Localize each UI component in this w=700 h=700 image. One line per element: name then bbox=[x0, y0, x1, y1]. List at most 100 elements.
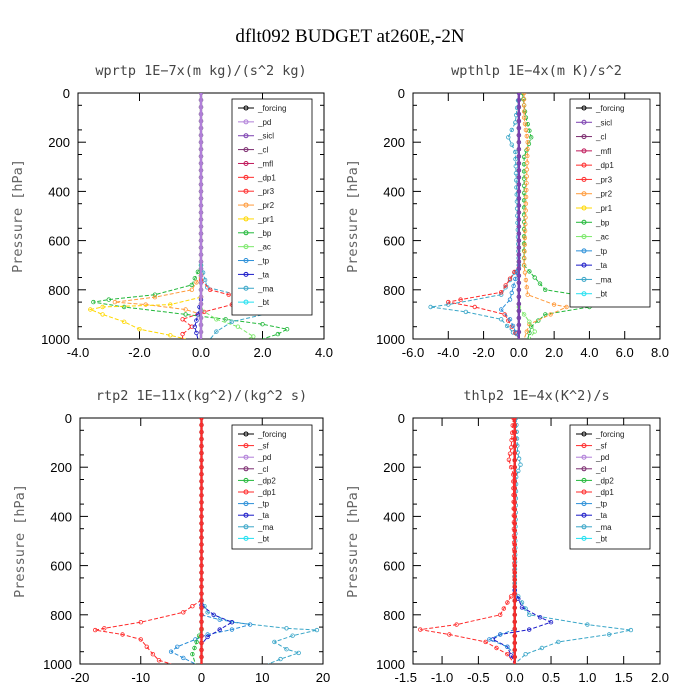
series-marker bbox=[190, 604, 195, 609]
x-tick-label: 4.0 bbox=[315, 345, 333, 360]
series-marker bbox=[551, 302, 557, 307]
series-marker bbox=[512, 479, 517, 484]
legend-label: _ac bbox=[595, 233, 609, 242]
series-line-ta bbox=[194, 299, 202, 339]
series-marker bbox=[192, 276, 197, 281]
series-marker bbox=[516, 294, 522, 299]
series-marker bbox=[521, 183, 527, 188]
series-marker bbox=[189, 324, 194, 329]
series-marker bbox=[198, 259, 204, 264]
series-marker bbox=[150, 652, 156, 657]
series-marker bbox=[183, 307, 188, 312]
series-marker bbox=[229, 319, 234, 324]
series-marker bbox=[198, 93, 204, 96]
legend-label: _dp1 bbox=[595, 488, 614, 497]
series-marker bbox=[199, 633, 204, 639]
y-tick-label: 400 bbox=[383, 509, 405, 524]
x-tick-label: 2.0 bbox=[253, 345, 271, 360]
legend-marker bbox=[243, 524, 249, 530]
legend-label: _ma bbox=[595, 523, 612, 532]
series-line-ma bbox=[430, 93, 520, 339]
series-marker bbox=[199, 521, 204, 526]
x-tick-label: -1.5 bbox=[395, 670, 417, 685]
series-marker bbox=[199, 598, 204, 603]
series-marker bbox=[525, 139, 530, 145]
series-marker bbox=[516, 231, 522, 236]
series-marker bbox=[516, 224, 522, 229]
series-marker bbox=[512, 584, 517, 589]
legend-marker bbox=[243, 160, 249, 166]
series-marker bbox=[509, 127, 514, 133]
series-marker bbox=[88, 307, 93, 312]
legend-label: _pd bbox=[257, 118, 271, 127]
series-marker bbox=[199, 486, 204, 491]
series-marker bbox=[513, 163, 518, 169]
legend-marker bbox=[243, 105, 249, 111]
series-marker bbox=[180, 331, 185, 337]
series-marker bbox=[523, 277, 529, 283]
legend-label: _ac bbox=[257, 243, 271, 252]
legend-marker bbox=[243, 501, 249, 507]
series-marker bbox=[513, 171, 519, 176]
series-marker bbox=[516, 259, 522, 264]
series-marker bbox=[521, 263, 527, 268]
y-tick-label: 800 bbox=[50, 608, 72, 623]
series-marker bbox=[512, 422, 517, 428]
series-marker bbox=[100, 312, 105, 317]
series-marker bbox=[521, 190, 527, 196]
series-marker bbox=[512, 619, 517, 624]
series-marker bbox=[199, 507, 204, 512]
legend-marker bbox=[243, 147, 249, 153]
series-marker bbox=[512, 577, 517, 582]
legend-label: _pd bbox=[257, 453, 271, 462]
series-marker bbox=[199, 458, 204, 463]
series-marker bbox=[521, 312, 527, 317]
legend-label: _ta bbox=[257, 511, 270, 520]
series-marker bbox=[120, 632, 125, 637]
y-tick-label: 600 bbox=[50, 559, 72, 574]
series-marker bbox=[523, 208, 528, 213]
series-marker bbox=[527, 319, 532, 324]
series-marker bbox=[198, 125, 204, 131]
series-marker bbox=[512, 563, 517, 568]
series-marker bbox=[502, 312, 507, 317]
series-marker bbox=[507, 451, 513, 456]
series-marker bbox=[522, 228, 528, 234]
series-marker bbox=[198, 301, 204, 307]
series-marker bbox=[100, 304, 105, 310]
series-marker bbox=[512, 472, 517, 477]
y-tick-label: 0 bbox=[65, 411, 72, 426]
series-marker bbox=[510, 323, 516, 329]
legend-label: _ma bbox=[257, 284, 274, 293]
series-marker bbox=[152, 295, 158, 300]
series-marker bbox=[523, 215, 528, 220]
series-marker bbox=[235, 324, 241, 329]
series-marker bbox=[284, 647, 289, 652]
legend-marker bbox=[581, 219, 587, 225]
series-marker bbox=[512, 458, 517, 463]
series-marker bbox=[532, 329, 537, 334]
series-marker bbox=[516, 139, 522, 145]
series-line-dp1 bbox=[448, 264, 520, 339]
series-marker bbox=[525, 153, 530, 159]
series-line-ta bbox=[491, 590, 553, 664]
series-marker bbox=[198, 322, 204, 328]
series-marker bbox=[217, 617, 222, 622]
series-marker bbox=[198, 217, 204, 222]
series-marker bbox=[516, 245, 522, 250]
series-marker bbox=[498, 612, 503, 617]
series-marker bbox=[428, 304, 433, 310]
legend-marker bbox=[581, 276, 587, 282]
legend-label: _dp1 bbox=[257, 488, 276, 497]
series-marker bbox=[198, 132, 204, 138]
series-marker bbox=[198, 154, 204, 159]
x-tick-label: 10 bbox=[255, 670, 269, 685]
series-marker bbox=[181, 610, 186, 615]
legend-marker bbox=[243, 188, 249, 194]
series-marker bbox=[521, 109, 527, 114]
series-marker bbox=[512, 612, 517, 617]
series-marker bbox=[509, 290, 514, 295]
y-tick-label: 1000 bbox=[43, 657, 72, 672]
series-marker bbox=[512, 591, 517, 596]
series-marker bbox=[516, 217, 522, 222]
